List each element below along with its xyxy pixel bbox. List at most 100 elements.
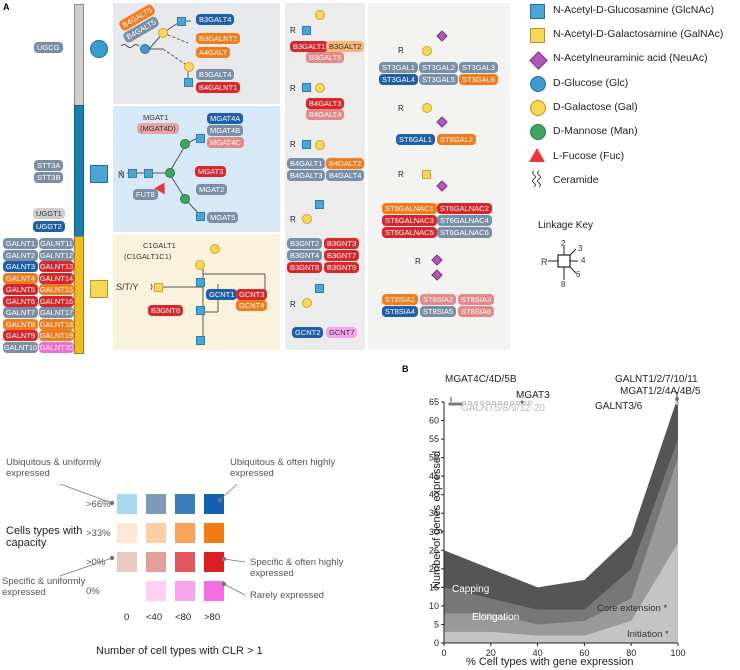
gene-b3gnt7: B3GNT7	[324, 250, 360, 261]
panel-b-label: B	[402, 364, 409, 374]
legend-neuac-label: N-Acetylneuraminic acid (NeuAc)	[553, 52, 708, 64]
grid-cell	[117, 552, 137, 572]
gene-b3galnt1: B3GALNT1	[196, 33, 241, 44]
gene-galnt: GALNT14	[39, 272, 74, 284]
gene-galnt: GALNT4	[3, 272, 38, 284]
mannose-n2	[180, 139, 190, 149]
gene-galnt: GALNT8	[3, 318, 38, 330]
legend-galnac-icon	[530, 28, 545, 43]
marker-dot	[453, 402, 457, 406]
grid-cell	[146, 581, 166, 601]
grid-col-label: 0	[124, 612, 130, 623]
grid-row-label: >66%	[86, 499, 111, 510]
col4-gal-2	[422, 103, 432, 113]
gene-galnt: GALNT1	[3, 238, 38, 249]
r-label: R	[415, 257, 421, 266]
gene-b4galnt1: B4GALNT1	[196, 82, 241, 93]
grid-col-label: <80	[175, 612, 192, 623]
gene-b4galt2: B4GALT2	[326, 158, 365, 169]
gene-b3galt1: B3GALT1	[290, 41, 329, 52]
y-tick-label: 40	[429, 490, 439, 500]
marker-dot	[451, 402, 455, 406]
col3-glcnac-4	[315, 200, 324, 209]
col3-glcnac-5	[315, 284, 324, 293]
glcnac-icon	[90, 165, 108, 183]
marker-dot	[448, 402, 452, 406]
gene-b3galt2: B3GALT2	[326, 41, 365, 52]
gene-c1galt1c1: (C1GALT1C1)	[124, 252, 172, 261]
sidebar-bar-nglycan	[74, 105, 84, 237]
gene-mgat5: MGAT5	[207, 212, 239, 223]
grid-cell	[175, 523, 195, 543]
gene-galnt: GALNT7	[3, 307, 38, 318]
y-tick-label: 50	[429, 453, 439, 463]
gene-st6galnac2: ST6GALNAC2	[437, 203, 492, 214]
gene-st6galnac3: ST6GALNAC3	[382, 215, 437, 226]
y-tick-label: 45	[429, 471, 439, 481]
col4-galnac-1	[422, 170, 431, 179]
gene-b4galt3-g2: B4GALT3	[306, 98, 345, 109]
gene-b3galt4: B3GALT4	[196, 69, 235, 80]
galnac-node	[177, 17, 186, 26]
gene-stt3a: STT3A	[34, 160, 64, 171]
legend-galnac-label: N-Acetyl-D-Galactosamine (GalNAc)	[553, 28, 724, 40]
gene-b3galt5: B3GALT5	[306, 52, 345, 63]
gene-b3gnt4: B3GNT4	[287, 250, 323, 261]
sidebar-bar-glycolipid	[74, 4, 84, 106]
grid-cell	[204, 523, 224, 543]
gene-st3gal3: ST3GAL3	[459, 62, 498, 73]
y-tick-label: 35	[429, 508, 439, 518]
gene-galnt: GALNT20	[39, 341, 74, 353]
gene-st8sia2: ST8SIA2	[420, 294, 457, 305]
grid-specific-high: Specific & often highly expressed	[250, 557, 344, 579]
gene-st3gal6: ST3GAL6	[459, 74, 498, 85]
legend-fuc-icon	[529, 148, 545, 162]
marker-dot	[497, 400, 503, 406]
gene-b3gnt3: B3GNT3	[324, 238, 360, 249]
r-label: R	[290, 140, 296, 149]
mannose-n3	[180, 194, 190, 204]
x-tick-label: 0	[441, 648, 446, 658]
glcnac-n4	[196, 212, 205, 221]
y-axis-title: Number of genes expressed	[431, 450, 443, 590]
marker-dot	[503, 400, 509, 406]
gene-galnt: GALNT9	[3, 330, 38, 341]
marker-dot	[479, 400, 485, 406]
gene-mgat4a: MGAT4A	[207, 113, 244, 124]
gene-galnt: GALNT2	[3, 249, 38, 261]
marker-dot	[459, 402, 463, 406]
col3-glcnac-2	[302, 83, 311, 92]
galnac-o1	[154, 283, 163, 292]
panel-a-label: A	[3, 2, 10, 12]
grid-cell	[204, 552, 224, 572]
grid-cell	[204, 494, 224, 514]
gene-b4galt3: B4GALT3	[287, 170, 326, 181]
x-tick-label: 40	[533, 648, 543, 658]
gene-st8sia4: ST8SIA4	[382, 306, 419, 317]
gene-gcnt4: GCNT4	[236, 300, 268, 311]
gene-b3galnt1-top: B3GALT4	[196, 14, 235, 25]
grid-row-label: >0%	[86, 557, 106, 568]
gene-mgat1: MGAT1	[143, 113, 169, 122]
gene-gcnt1: GCNT1	[206, 289, 238, 300]
legend-gal-icon	[530, 100, 546, 116]
marker-dot	[456, 402, 460, 406]
grid-col-label: <40	[146, 612, 163, 623]
gene-mgat3: MGAT3	[195, 166, 227, 177]
mannose-n1	[165, 168, 175, 178]
grid-cell	[146, 552, 166, 572]
gene-gcnt3: GCNT3	[236, 289, 268, 300]
gene-galnt: GALNT12	[39, 249, 74, 261]
y-tick-label: 25	[429, 545, 439, 555]
linkage-key-title: Linkage Key	[538, 220, 594, 231]
col3-gal-2	[315, 83, 325, 93]
gene-st8sia1: ST8SIA1	[382, 294, 419, 305]
linkage-key-diagram	[548, 246, 578, 280]
galnac-icon	[90, 280, 108, 298]
gene-b3gnt8: B3GNT8	[287, 262, 323, 273]
r-label: R	[290, 300, 296, 309]
legend-glc-icon	[530, 76, 546, 92]
legend-fuc-label: L-Fucose (Fuc)	[553, 150, 625, 162]
grid-col-label: >80	[204, 612, 221, 623]
gene-galnt: GALNT6	[3, 295, 38, 307]
